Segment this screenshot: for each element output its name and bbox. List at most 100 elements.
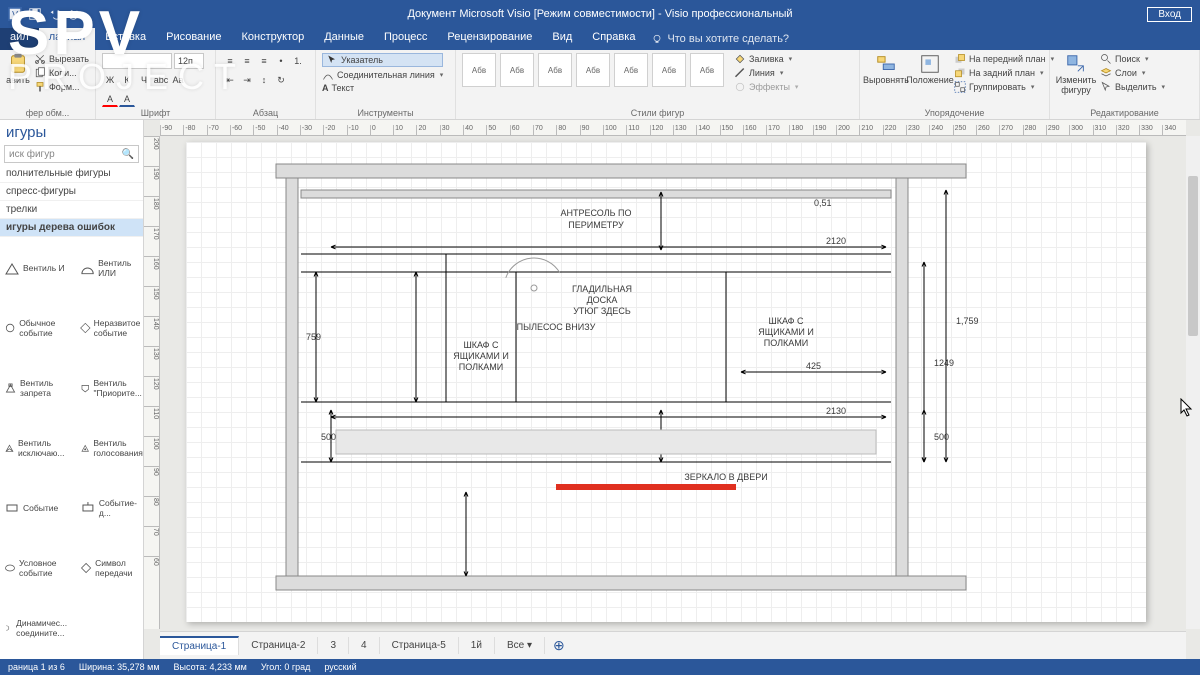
pointer-tool[interactable]: Указатель [322,53,443,67]
tab-0[interactable]: лавная [39,28,96,50]
send-back-button[interactable]: На задний план [954,67,1054,79]
shape-style[interactable]: Абв [500,53,534,87]
tab-8[interactable]: Справка [582,28,645,50]
font-color-icon[interactable]: A [102,91,118,107]
find-button[interactable]: Поиск [1100,53,1165,65]
connector-icon [322,69,334,81]
font-size-combo[interactable]: 12п [174,53,204,69]
align-center-icon[interactable]: ≡ [239,53,255,69]
page-tab[interactable]: Страница-2 [239,637,318,654]
stencil-item[interactable]: Вентиль исключаю... [2,419,76,477]
shapes-category[interactable]: трелки [0,201,143,219]
undo-icon[interactable] [48,7,62,21]
bullets-icon[interactable]: • [273,53,289,69]
page-tab[interactable]: 1й [459,637,495,654]
shape-style[interactable]: Абв [614,53,648,87]
page-tab[interactable]: Страница-5 [380,637,459,654]
align-icon [875,53,897,75]
stencil-item[interactable]: Динамичес... соедините... [2,599,76,657]
align-right-icon[interactable]: ≡ [256,53,272,69]
shape-style[interactable]: Абв [576,53,610,87]
bring-front-button[interactable]: На передний план [954,53,1054,65]
font-btn[interactable]: abc [153,72,169,88]
svg-text:ГЛАДИЛЬНАЯ: ГЛАДИЛЬНАЯ [572,284,632,294]
tab-2[interactable]: Рисование [156,28,231,50]
stencil-item[interactable]: Символ передачи [78,539,143,597]
line-spacing-icon[interactable]: ↕ [256,72,272,88]
tell-me-search[interactable]: Что вы хотите сделать? [651,28,789,50]
line-button[interactable]: Линия [734,67,798,79]
select-button[interactable]: Выделить [1100,81,1165,93]
layers-button[interactable]: Слои [1100,67,1165,79]
save-icon[interactable] [28,7,42,21]
align-button[interactable]: Выровнять [866,53,906,86]
tab-5[interactable]: Процесс [374,28,437,50]
shapes-category[interactable]: игуры дерева ошибок [0,219,143,237]
svg-text:1,759: 1,759 [956,316,979,326]
paste-button[interactable]: авить [6,53,30,86]
tab-1[interactable]: Вставка [95,28,156,50]
font-family-combo[interactable] [102,53,172,69]
font-btn[interactable]: Aa [170,72,186,88]
font-btn[interactable]: Ж [102,72,118,88]
stencil-item[interactable]: Вентиль голосования [78,419,143,477]
stencil-item[interactable]: Вентиль ИЛИ [78,239,143,297]
cut-button[interactable]: Вырезать [34,53,89,65]
stencil-item[interactable]: Неразвитое событие [78,299,143,357]
page-tab[interactable]: Страница-1 [160,636,239,655]
shape-style[interactable]: Абв [538,53,572,87]
text-tool[interactable]: AТекст [322,83,443,93]
format-painter-button[interactable]: Форм... [34,81,89,93]
stencil-item[interactable]: Вентиль И [2,239,76,297]
vertical-scrollbar[interactable] [1186,136,1200,629]
tab-7[interactable]: Вид [542,28,582,50]
search-icon [1100,53,1112,65]
bucket-icon [734,53,746,65]
scroll-thumb[interactable] [1188,176,1198,336]
copy-button[interactable]: Копи... [34,67,89,79]
redo-icon[interactable] [68,7,82,21]
tab-3[interactable]: Конструктор [232,28,315,50]
stencil-item[interactable]: Событие [2,479,76,537]
stencil-item[interactable]: Событие-д... [78,479,143,537]
font-btn[interactable]: К [119,72,135,88]
shapes-category[interactable]: спресс-фигуры [0,183,143,201]
connector-tool[interactable]: Соединительная линия [322,69,443,81]
change-shape-button[interactable]: Изменить фигуру [1056,53,1096,96]
shapes-search[interactable]: иск фигур🔍 [4,145,139,163]
shape-style[interactable]: Абв [690,53,724,87]
group-button[interactable]: Группировать [954,81,1054,93]
stencil-item[interactable]: Обычное событие [2,299,76,357]
indent-inc-icon[interactable]: ⇥ [239,72,255,88]
position-button[interactable]: Положение [910,53,950,86]
status-page: раница 1 из 6 [8,662,65,672]
effects-button[interactable]: Эффекты [734,81,798,93]
tab-file[interactable]: айл [0,28,39,50]
group-clipboard: авить Вырезать Копи... Форм... фер обм..… [0,50,96,119]
page-tab[interactable]: Все ▾ [495,637,545,654]
align-left-icon[interactable]: ≡ [222,53,238,69]
page-viewport[interactable]: 2120213042575950012491,759500АНТРЕСОЛЬ П… [160,136,1186,629]
login-button[interactable]: Вход [1147,7,1192,22]
drawing-page[interactable]: 2120213042575950012491,759500АНТРЕСОЛЬ П… [186,142,1146,622]
highlight-icon[interactable]: A [119,91,135,107]
shape-style[interactable]: Абв [462,53,496,87]
font-btn[interactable]: Ч [136,72,152,88]
tab-4[interactable]: Данные [314,28,374,50]
add-page-button[interactable]: ⊕ [545,637,573,654]
numbering-icon[interactable]: 1. [290,53,306,69]
svg-text:2120: 2120 [826,236,846,246]
shape-style[interactable]: Абв [652,53,686,87]
indent-dec-icon[interactable]: ⇤ [222,72,238,88]
stencil-item[interactable]: Вентиль запрета [2,359,76,417]
fill-button[interactable]: Заливка [734,53,798,65]
tab-6[interactable]: Рецензирование [437,28,542,50]
stencil-item[interactable]: Вентиль "Приорите... [78,359,143,417]
stencil-item[interactable]: Условное событие [2,539,76,597]
shapes-category[interactable]: полнительные фигуры [0,165,143,183]
shapes-categories: полнительные фигурыспресс-фигурытрелкииг… [0,165,143,237]
rotate-icon[interactable]: ↻ [273,72,289,88]
status-lang: русский [324,662,356,672]
page-tab[interactable]: 3 [318,637,349,654]
page-tab[interactable]: 4 [349,637,380,654]
